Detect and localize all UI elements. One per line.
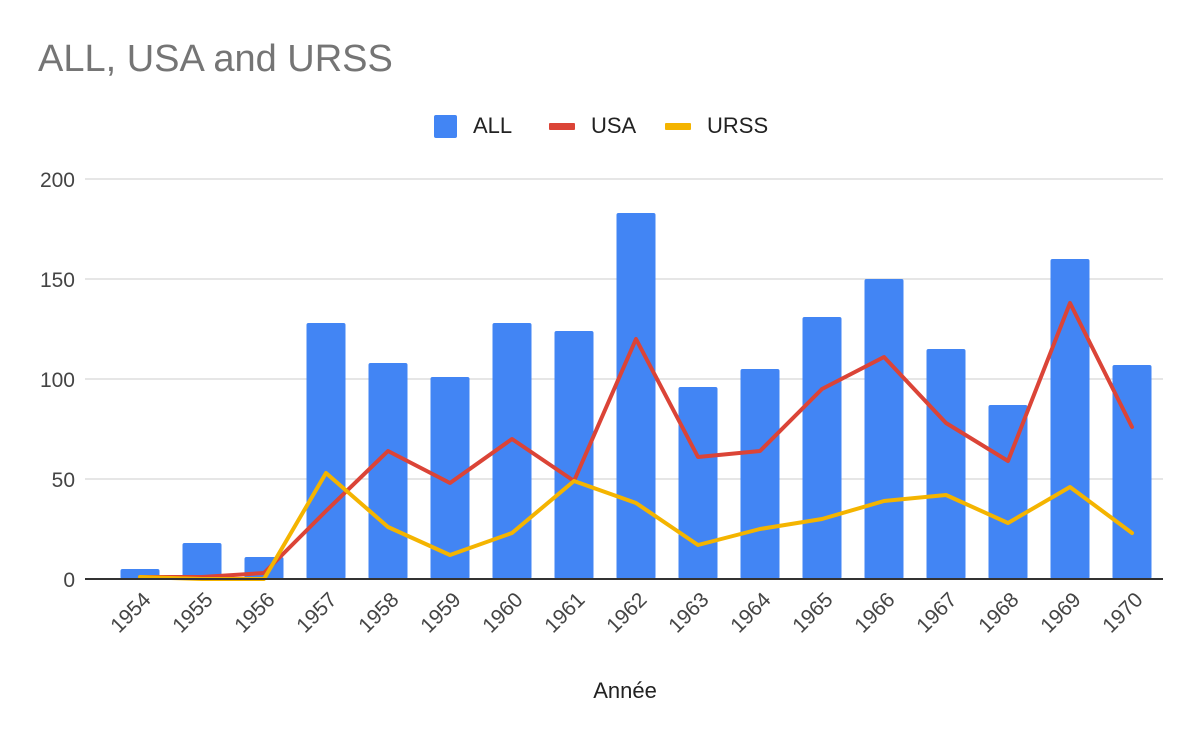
x-tick-label-1960: 1960: [478, 588, 527, 637]
y-tick-label-100: 100: [40, 369, 75, 392]
y-tick-label-200: 200: [40, 169, 75, 192]
legend-item-usa: USA: [549, 108, 636, 144]
bar-all-1955: [182, 543, 222, 579]
bar-all-1968: [988, 405, 1028, 579]
legend-label-all: ALL: [473, 113, 513, 138]
x-tick-label-1969: 1969: [1036, 588, 1085, 637]
x-tick-label-1968: 1968: [974, 588, 1023, 637]
bar-all-1969: [1050, 259, 1090, 579]
x-tick-label-1964: 1964: [726, 588, 776, 638]
bar-all-1967: [926, 349, 966, 579]
chart-title: ALL, USA and URSS: [38, 38, 393, 80]
x-tick-label-1954: 1954: [106, 588, 156, 638]
bar-all-1961: [554, 331, 594, 579]
x-tick-label-1966: 1966: [850, 588, 899, 637]
legend-item-all: ALL: [434, 108, 512, 144]
legend-swatch-usa: [549, 122, 575, 130]
x-tick-label-1955: 1955: [168, 588, 217, 637]
x-tick-label-1957: 1957: [292, 588, 341, 637]
legend-label-usa: USA: [591, 113, 637, 138]
bar-all-1958: [368, 363, 408, 579]
bar-all-1957: [306, 323, 346, 579]
x-tick-label-1962: 1962: [602, 588, 651, 637]
x-tick-label-1959: 1959: [416, 588, 465, 637]
legend: ALL USA URSS: [0, 108, 1200, 144]
x-tick-label-1956: 1956: [230, 588, 279, 637]
x-tick-label-1963: 1963: [664, 588, 713, 637]
series-line-usa: [138, 301, 1134, 579]
x-tick-label-1967: 1967: [912, 588, 961, 637]
legend-swatch-urss: [665, 122, 691, 130]
bar-all-1960: [492, 323, 532, 579]
legend-item-urss: URSS: [665, 108, 768, 144]
bar-all-1966: [864, 279, 904, 579]
legend-swatch-all: [434, 114, 457, 138]
x-tick-label-1965: 1965: [788, 588, 837, 637]
series-line-urss: [138, 471, 1134, 581]
y-tick-label-0: 0: [63, 569, 75, 592]
x-axis-label: Année: [593, 678, 657, 703]
bar-all-1965: [802, 317, 842, 579]
bar-all-1964: [740, 369, 780, 579]
x-tick-label-1958: 1958: [354, 588, 403, 637]
legend-label-urss: URSS: [707, 113, 769, 138]
bar-all-1963: [678, 387, 718, 579]
y-tick-label-50: 50: [52, 469, 75, 492]
x-tick-label-1970: 1970: [1098, 588, 1147, 637]
y-tick-label-150: 150: [40, 269, 75, 292]
bar-all-1959: [430, 377, 470, 579]
x-tick-label-1961: 1961: [540, 588, 589, 637]
bar-all-1962: [616, 213, 656, 579]
